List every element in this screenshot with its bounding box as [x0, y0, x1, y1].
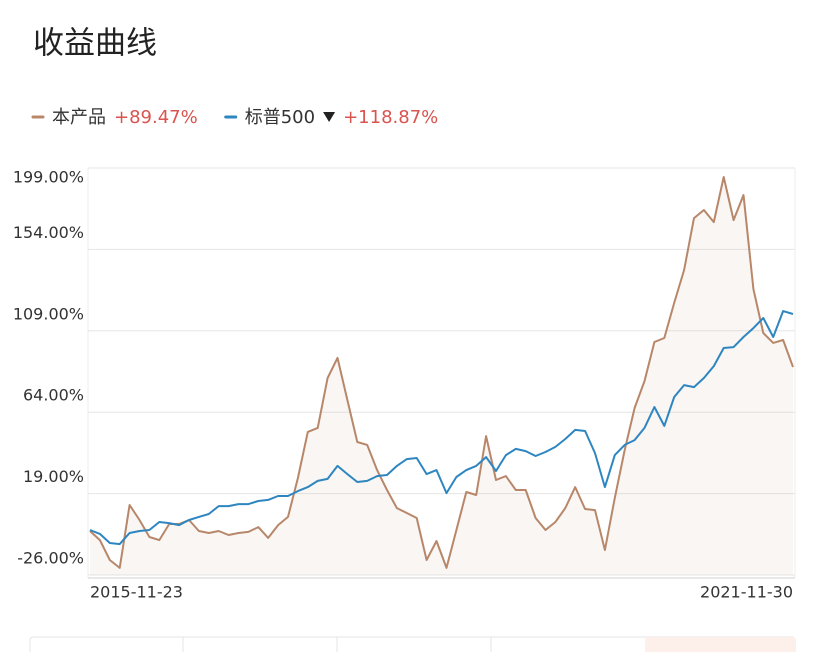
y-tick-label: 109.00%	[13, 304, 84, 323]
dropdown-icon	[323, 112, 336, 122]
legend: 本产品 +89.47% 标普500 +118.87%	[31, 107, 438, 128]
y-tick-label: 19.00%	[23, 467, 84, 486]
legend-return: +89.47%	[114, 107, 198, 128]
line	[89, 176, 794, 569]
y-tick-label: 154.00%	[13, 223, 84, 242]
legend-label: 标普500	[245, 107, 315, 128]
legend-return: +118.87%	[343, 107, 438, 128]
line	[89, 310, 794, 546]
x-tick-label: 2021-11-30	[700, 583, 793, 602]
area	[90, 177, 793, 575]
y-tick-label: 64.00%	[23, 386, 84, 405]
y-tick-label: 199.00%	[13, 168, 84, 187]
tab-active[interactable]	[645, 637, 795, 652]
y-tick-label: -26.00%	[17, 549, 84, 568]
chart-title: 收益曲线	[33, 26, 157, 62]
legend-label: 本产品	[52, 107, 106, 128]
x-tick-label: 2015-11-23	[90, 583, 183, 602]
